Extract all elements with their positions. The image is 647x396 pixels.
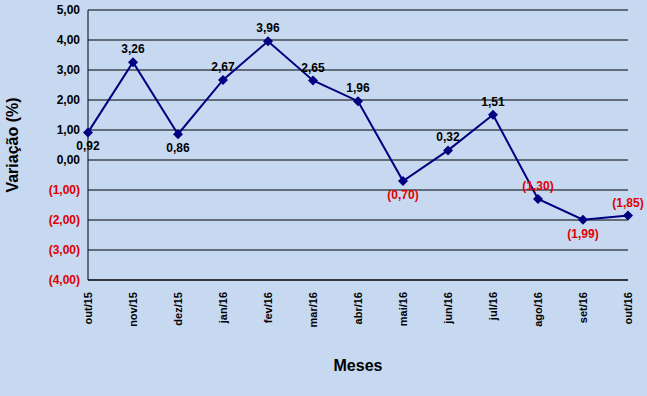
svg-text:jan/16: jan/16 xyxy=(217,292,229,324)
svg-text:3,00: 3,00 xyxy=(57,63,81,77)
svg-text:Meses: Meses xyxy=(334,357,383,374)
svg-text:out/15: out/15 xyxy=(82,292,94,324)
svg-text:0,32: 0,32 xyxy=(436,130,460,144)
svg-text:abr/16: abr/16 xyxy=(352,292,364,324)
svg-text:(1,30): (1,30) xyxy=(522,179,553,193)
svg-text:jul/16: jul/16 xyxy=(487,292,499,321)
svg-text:(1,00): (1,00) xyxy=(49,183,80,197)
svg-text:set/16: set/16 xyxy=(577,292,589,323)
svg-text:(4,00): (4,00) xyxy=(49,273,80,287)
svg-text:fev/16: fev/16 xyxy=(262,292,274,323)
svg-text:(2,00): (2,00) xyxy=(49,213,80,227)
svg-text:1,00: 1,00 xyxy=(57,123,81,137)
svg-text:(0,70): (0,70) xyxy=(387,188,418,202)
svg-text:4,00: 4,00 xyxy=(57,33,81,47)
svg-text:5,00: 5,00 xyxy=(57,3,81,17)
svg-text:2,67: 2,67 xyxy=(211,60,235,74)
svg-text:mai/16: mai/16 xyxy=(397,292,409,326)
svg-text:(1,85): (1,85) xyxy=(612,196,639,210)
svg-text:1,96: 1,96 xyxy=(346,81,370,95)
svg-text:0,92: 0,92 xyxy=(76,139,100,153)
svg-text:jun/16: jun/16 xyxy=(442,292,454,325)
svg-text:out/16: out/16 xyxy=(622,292,634,324)
svg-text:Variação (%): Variação (%) xyxy=(8,97,21,192)
svg-text:(3,00): (3,00) xyxy=(49,243,80,257)
svg-text:(1,99): (1,99) xyxy=(567,227,598,241)
svg-text:2,65: 2,65 xyxy=(301,61,325,75)
svg-text:1,51: 1,51 xyxy=(481,95,505,109)
svg-text:3,96: 3,96 xyxy=(256,21,280,35)
svg-text:ago/16: ago/16 xyxy=(532,292,544,327)
svg-text:dez/15: dez/15 xyxy=(172,292,184,326)
svg-text:mar/16: mar/16 xyxy=(307,292,319,327)
svg-text:nov/15: nov/15 xyxy=(127,292,139,327)
svg-text:2,00: 2,00 xyxy=(57,93,81,107)
svg-text:3,26: 3,26 xyxy=(121,42,145,56)
svg-text:0,00: 0,00 xyxy=(57,153,81,167)
svg-text:0,86: 0,86 xyxy=(166,141,190,155)
